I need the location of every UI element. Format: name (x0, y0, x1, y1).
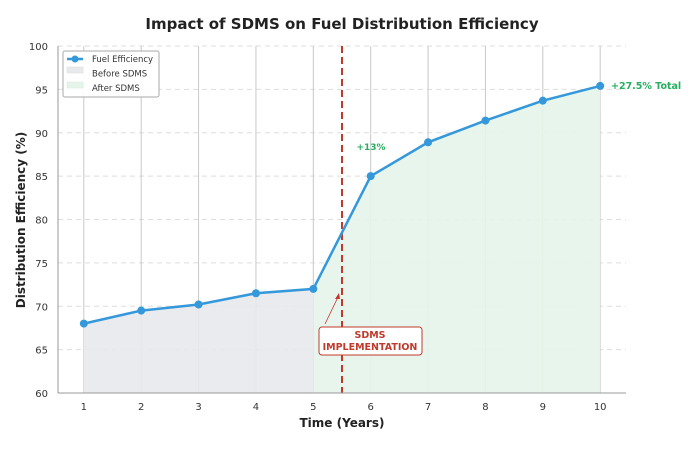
implementation-label: SDMS (354, 330, 385, 341)
legend-entry: Before SDMS (92, 70, 147, 80)
x-axis-label: Time (Years) (300, 416, 385, 430)
y-axis-label: Distribution Efficiency (%) (14, 132, 28, 309)
y-tick-label: 75 (35, 259, 48, 270)
data-point (366, 172, 375, 181)
data-point (309, 284, 318, 293)
y-tick-label: 90 (35, 129, 48, 140)
chart-title: Impact of SDMS on Fuel Distribution Effi… (145, 15, 538, 33)
jump-annotation: +13% (356, 143, 385, 153)
y-tick-label: 100 (29, 42, 48, 53)
annotation-arrow (324, 294, 340, 325)
legend-after-swatch (66, 81, 84, 89)
x-tick-label: 4 (253, 402, 259, 413)
implementation-label: IMPLEMENTATION (323, 342, 418, 353)
y-tick-label: 70 (35, 302, 48, 313)
y-tick-label: 85 (35, 172, 48, 183)
implementation-box (318, 326, 423, 356)
x-tick-label: 8 (482, 402, 488, 413)
legend-entry: Fuel Efficiency (92, 55, 153, 65)
x-tick-label: 6 (367, 402, 373, 413)
x-tick-label: 2 (138, 402, 144, 413)
x-tick-label: 10 (594, 402, 607, 413)
data-point (137, 306, 146, 315)
x-tick-label: 1 (81, 402, 87, 413)
y-tick-label: 65 (35, 346, 48, 357)
x-tick-label: 5 (310, 402, 316, 413)
data-point (596, 81, 605, 90)
x-tick-label: 9 (540, 402, 546, 413)
data-point (424, 138, 433, 147)
legend-box (62, 50, 160, 98)
x-tick-label: 3 (195, 402, 201, 413)
before-sdms-area (83, 288, 314, 393)
y-tick-label: 95 (35, 85, 48, 96)
data-point (79, 319, 88, 328)
legend-marker-icon (71, 55, 79, 63)
total-annotation: +27.5% Total (611, 81, 681, 92)
series-line (83, 84, 601, 325)
x-tick-label: 7 (425, 402, 431, 413)
arrow-head (335, 293, 340, 299)
after-sdms-area (313, 85, 601, 393)
data-point (538, 96, 547, 105)
data-point (481, 116, 490, 125)
data-point (251, 289, 260, 298)
legend-entry: After SDMS (92, 84, 140, 94)
data-point (194, 300, 203, 309)
legend-before-swatch (66, 66, 84, 74)
y-tick-label: 80 (35, 216, 48, 227)
y-tick-label: 60 (35, 389, 48, 400)
